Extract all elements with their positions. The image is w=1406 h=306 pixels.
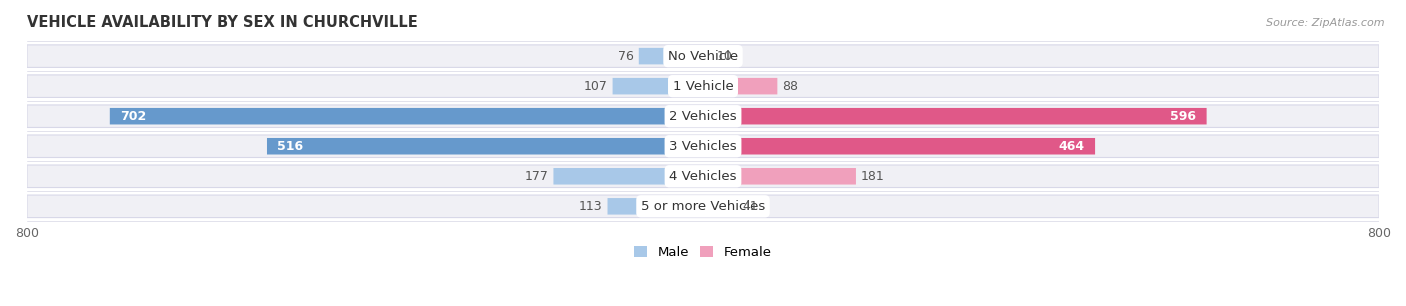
FancyBboxPatch shape	[638, 48, 703, 64]
FancyBboxPatch shape	[110, 108, 703, 125]
FancyBboxPatch shape	[554, 168, 703, 185]
Text: 10: 10	[717, 50, 733, 63]
Text: 702: 702	[120, 110, 146, 123]
Text: 177: 177	[524, 170, 548, 183]
FancyBboxPatch shape	[703, 48, 711, 64]
Text: 41: 41	[742, 200, 758, 213]
FancyBboxPatch shape	[703, 198, 738, 215]
FancyBboxPatch shape	[267, 138, 703, 155]
FancyBboxPatch shape	[27, 45, 1379, 67]
Text: 1 Vehicle: 1 Vehicle	[672, 80, 734, 93]
FancyBboxPatch shape	[27, 195, 1379, 218]
FancyBboxPatch shape	[607, 198, 703, 215]
Text: 596: 596	[1170, 110, 1197, 123]
Text: 113: 113	[579, 200, 602, 213]
Text: 2 Vehicles: 2 Vehicles	[669, 110, 737, 123]
Text: 3 Vehicles: 3 Vehicles	[669, 140, 737, 153]
Text: VEHICLE AVAILABILITY BY SEX IN CHURCHVILLE: VEHICLE AVAILABILITY BY SEX IN CHURCHVIL…	[27, 15, 418, 30]
Text: 464: 464	[1059, 140, 1085, 153]
Text: 4 Vehicles: 4 Vehicles	[669, 170, 737, 183]
FancyBboxPatch shape	[703, 138, 1095, 155]
FancyBboxPatch shape	[27, 165, 1379, 188]
Text: No Vehicle: No Vehicle	[668, 50, 738, 63]
FancyBboxPatch shape	[703, 78, 778, 95]
Text: 107: 107	[583, 80, 607, 93]
Text: 181: 181	[860, 170, 884, 183]
Text: 76: 76	[617, 50, 634, 63]
FancyBboxPatch shape	[27, 75, 1379, 97]
FancyBboxPatch shape	[613, 78, 703, 95]
Text: 5 or more Vehicles: 5 or more Vehicles	[641, 200, 765, 213]
Text: 88: 88	[782, 80, 799, 93]
Legend: Male, Female: Male, Female	[634, 246, 772, 259]
FancyBboxPatch shape	[703, 168, 856, 185]
FancyBboxPatch shape	[703, 108, 1206, 125]
Text: 516: 516	[277, 140, 304, 153]
FancyBboxPatch shape	[27, 105, 1379, 128]
Text: Source: ZipAtlas.com: Source: ZipAtlas.com	[1267, 18, 1385, 28]
FancyBboxPatch shape	[27, 135, 1379, 158]
